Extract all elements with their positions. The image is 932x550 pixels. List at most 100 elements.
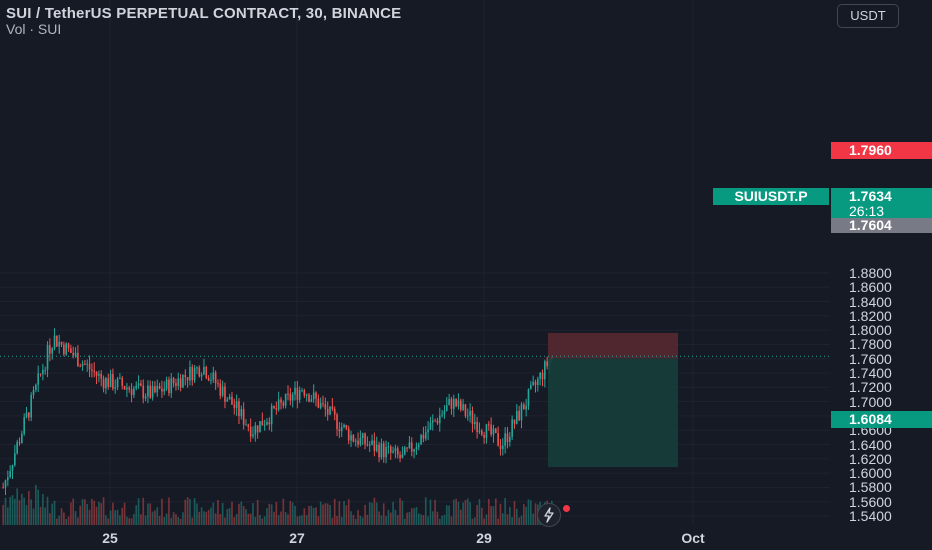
candle-body [210, 379, 212, 381]
volume-bar [37, 489, 40, 525]
candle-body [247, 424, 250, 427]
candle-body [263, 424, 266, 426]
candle-body [191, 366, 194, 381]
candle-body [450, 399, 453, 409]
volume-bar [25, 505, 28, 525]
candle-body [305, 394, 308, 396]
candle-body [522, 404, 525, 410]
candle-body [508, 436, 511, 443]
currency-button[interactable]: USDT [837, 4, 899, 28]
candle-body [165, 379, 168, 389]
price-tick-label: 1.8000 [849, 322, 892, 339]
candle-body [490, 424, 492, 435]
volume-bar [140, 514, 142, 525]
candle-body [473, 421, 476, 424]
volume-bar [107, 518, 110, 525]
volume-bar [534, 503, 537, 525]
volume-bar [375, 502, 378, 525]
candle-body [23, 417, 25, 434]
volume-bar [42, 494, 44, 525]
candle-body [7, 477, 9, 481]
volume-bar [466, 498, 469, 525]
candle-body [483, 434, 485, 438]
volume-bar [520, 515, 523, 525]
volume-bar [158, 515, 161, 525]
candle-body [168, 379, 170, 394]
candle-body [65, 343, 68, 355]
candle-body [44, 369, 47, 371]
volume-bar [32, 508, 35, 525]
candle-body [294, 387, 296, 395]
candle-body [21, 433, 23, 443]
price-tick-label: 1.8400 [849, 293, 892, 310]
volume-bar [319, 501, 322, 525]
stop-loss-zone[interactable] [548, 332, 678, 359]
candle-body [77, 352, 79, 367]
volume-bar [490, 505, 492, 525]
volume-bar [191, 517, 194, 525]
candle-body [151, 386, 154, 398]
candle-body [221, 386, 224, 396]
volume-bar [4, 497, 7, 525]
volume-bar [415, 507, 418, 525]
volume-bar [345, 505, 348, 525]
volume-bar [480, 507, 483, 525]
volume-bar [221, 502, 224, 525]
candlesticks [2, 328, 553, 496]
volume-bar [35, 484, 37, 525]
candle-body [70, 348, 72, 353]
volume-bar [504, 497, 506, 525]
candle-body [494, 428, 497, 433]
volume-bar [424, 497, 427, 525]
candle-body [513, 419, 516, 424]
candle-body [53, 335, 56, 349]
candle-body [504, 433, 506, 446]
candle-body [501, 445, 504, 450]
volume-bar [266, 508, 268, 525]
volume-bar [452, 499, 455, 525]
candle-body [135, 385, 138, 389]
volume-bar [322, 504, 324, 525]
stop-loss-price-tag: 1.7960 [831, 142, 932, 159]
volume-bar [336, 516, 338, 525]
candle-body [37, 373, 40, 385]
volume-bar [445, 505, 448, 525]
grid-lines [0, 0, 830, 525]
volume-bar [72, 498, 75, 525]
candle-body [476, 421, 478, 432]
candle-body [319, 403, 322, 408]
volume-bar [46, 496, 49, 525]
candle-body [102, 378, 105, 389]
candle-body [140, 383, 142, 386]
volume-bar [133, 513, 135, 525]
lightning-icon[interactable] [537, 503, 561, 527]
candle-body [270, 405, 273, 425]
volume-bar [457, 501, 460, 525]
candle-body [235, 401, 238, 408]
candle-body [485, 424, 488, 438]
candle-body [541, 372, 544, 380]
candle-body [378, 444, 380, 458]
candle-body [245, 424, 247, 426]
candle-body [275, 408, 278, 410]
candle-body [172, 378, 175, 384]
take-profit-zone[interactable] [548, 358, 678, 468]
candle-body [156, 386, 159, 393]
candle-body [345, 424, 348, 429]
candle-body [331, 406, 334, 409]
candle-body [471, 410, 474, 424]
candle-body [98, 373, 100, 376]
candle-body [51, 348, 54, 354]
candle-body [196, 367, 198, 369]
candle-body [438, 415, 441, 424]
volume-bar [515, 508, 518, 525]
volume-bars [2, 484, 553, 525]
volume-bar [499, 503, 502, 525]
take-profit-price-tag: 1.6084 [831, 411, 932, 428]
volume-bar [294, 505, 296, 525]
volume-bar [247, 513, 250, 525]
candle-body [417, 444, 420, 448]
volume-bar [317, 516, 320, 525]
volume-bar [130, 518, 133, 525]
